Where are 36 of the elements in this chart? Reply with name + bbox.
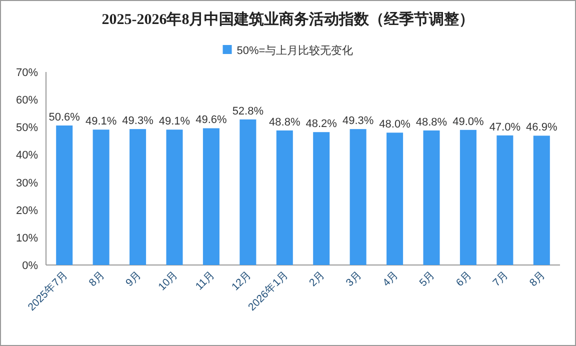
- y-tick-label: 20%: [16, 204, 38, 217]
- data-label: 47.0%: [489, 121, 521, 134]
- x-tick-label: 4月: [380, 268, 401, 290]
- data-label: 49.3%: [122, 115, 154, 128]
- data-label: 49.1%: [158, 116, 190, 128]
- legend-label: 50%=与上月比较无变化: [236, 44, 354, 57]
- data-label: 48.2%: [306, 118, 338, 130]
- data-label: 52.8%: [232, 105, 264, 118]
- data-label: 48.8%: [269, 116, 300, 128]
- data-label: 48.8%: [416, 116, 448, 128]
- x-tick-label: 2月: [307, 268, 328, 290]
- x-tick-label: 12月: [230, 268, 254, 294]
- y-tick-label: 60%: [16, 94, 38, 107]
- data-label: 50.6%: [48, 111, 80, 124]
- x-tick-label: 6月: [454, 268, 474, 290]
- y-tick-label: 40%: [16, 150, 38, 162]
- data-label: 49.0%: [452, 116, 484, 128]
- data-label: 46.9%: [526, 122, 558, 134]
- data-label: 49.6%: [196, 114, 228, 126]
- y-tick-label: 0%: [22, 260, 38, 272]
- x-tick-label: 8月: [86, 268, 108, 290]
- x-tick-label: 3月: [344, 268, 364, 290]
- y-tick-label: 50%: [16, 122, 38, 134]
- x-tick-label: 10月: [156, 268, 181, 294]
- x-tick-label: 7月: [490, 268, 512, 290]
- y-tick-label: 30%: [16, 177, 38, 190]
- x-tick-label: 8月: [527, 268, 548, 290]
- x-tick-label: 11月: [193, 268, 218, 293]
- data-label: 49.3%: [342, 115, 374, 128]
- x-tick-label: 9月: [124, 268, 144, 290]
- data-label: 48.0%: [379, 118, 411, 131]
- data-label: 49.1%: [85, 116, 117, 128]
- chart-title: 2025-2026年8月中国建筑业商务活动指数（经季节调整）: [102, 10, 474, 28]
- y-tick-label: 70%: [16, 67, 38, 79]
- y-tick-label: 10%: [16, 232, 38, 244]
- x-tick-label: 5月: [417, 268, 438, 290]
